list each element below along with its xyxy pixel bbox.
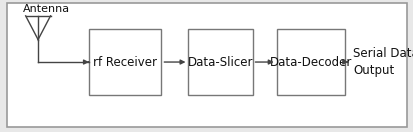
Bar: [89, 29, 161, 95]
Text: Data-Slicer: Data-Slicer: [187, 56, 253, 69]
Text: Antenna: Antenna: [23, 4, 70, 14]
Bar: [276, 29, 344, 95]
Text: Data-Decoder: Data-Decoder: [269, 56, 351, 69]
Text: rf Receiver: rf Receiver: [93, 56, 157, 69]
Bar: [188, 29, 252, 95]
Text: Serial Data
Output: Serial Data Output: [352, 47, 413, 77]
